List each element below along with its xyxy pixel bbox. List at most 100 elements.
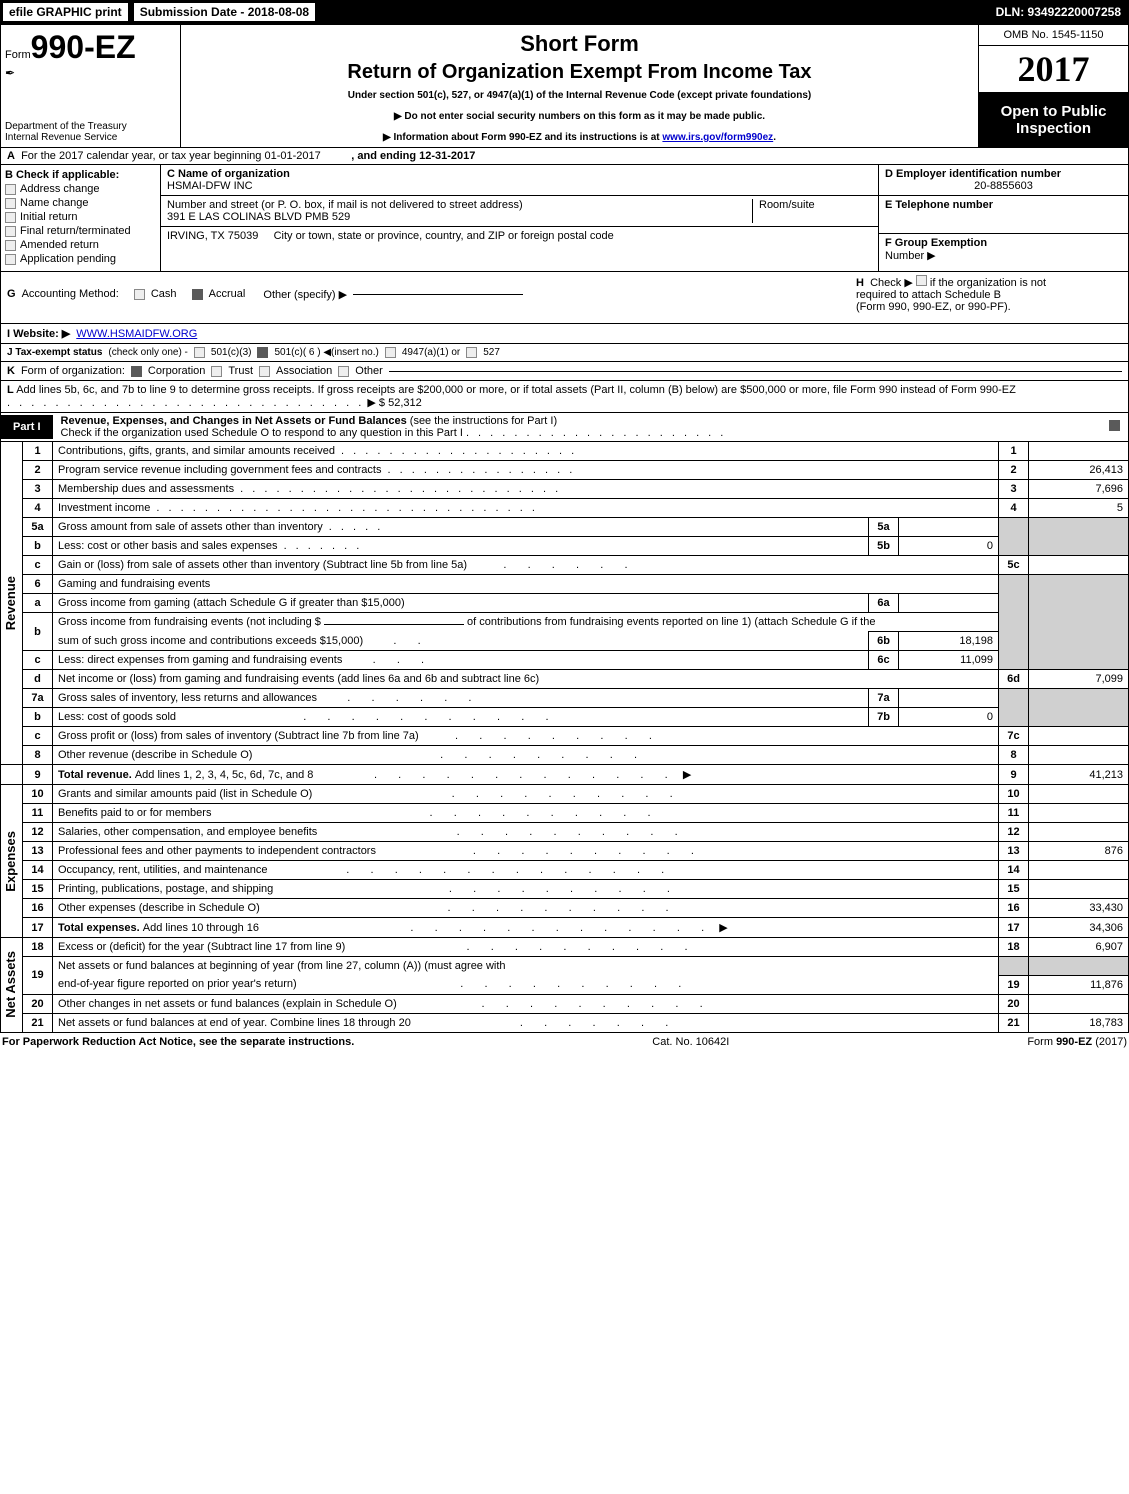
line7c-rn: 7c xyxy=(999,727,1029,746)
line1-text: Contributions, gifts, grants, and simila… xyxy=(58,445,335,457)
line5c-rn: 5c xyxy=(999,556,1029,575)
line15-val xyxy=(1029,880,1129,899)
row-k: K Form of organization: Corporation Trus… xyxy=(0,362,1129,381)
lbl-amended-return: Amended return xyxy=(20,239,99,251)
lbl-527: 527 xyxy=(483,347,500,358)
header-right: OMB No. 1545-1150 2017 Open to Public In… xyxy=(978,25,1128,147)
submission-date: Submission Date - 2018-08-08 xyxy=(133,2,316,22)
line18-text: Excess or (deficit) for the year (Subtra… xyxy=(58,941,345,953)
label-k: K xyxy=(7,365,15,377)
line6b-blank[interactable] xyxy=(324,624,464,625)
line5a-num: 5a xyxy=(23,518,53,537)
line6-num: 6 xyxy=(23,575,53,594)
column-b: B Check if applicable: Address change Na… xyxy=(1,165,161,271)
row-l-text: Add lines 5b, 6c, and 7b to line 9 to de… xyxy=(16,384,1016,396)
form-of-org-label: Form of organization: xyxy=(21,365,125,377)
line15-num: 15 xyxy=(23,880,53,899)
line8-text: Other revenue (describe in Schedule O) xyxy=(58,749,252,761)
other-specify-input[interactable] xyxy=(353,294,523,295)
line16-text: Other expenses (describe in Schedule O) xyxy=(58,902,260,914)
line6d-rn: 6d xyxy=(999,670,1029,689)
line6a-iv xyxy=(899,594,999,613)
top-bar: efile GRAPHIC print Submission Date - 20… xyxy=(0,0,1129,24)
dept-line2: Internal Revenue Service xyxy=(5,132,176,143)
h-text1: Check ▶ xyxy=(870,277,913,289)
line11-text: Benefits paid to or for members xyxy=(58,807,211,819)
line14-num: 14 xyxy=(23,861,53,880)
line20-text: Other changes in net assets or fund bala… xyxy=(58,998,397,1010)
line1-num: 1 xyxy=(23,442,53,461)
line4-num: 4 xyxy=(23,499,53,518)
line7b-num: b xyxy=(23,708,53,727)
line7c-val xyxy=(1029,727,1129,746)
header-mid: Short Form Return of Organization Exempt… xyxy=(181,25,978,147)
row-l-amount: ▶ $ 52,312 xyxy=(367,397,421,409)
line19-rn: 19 xyxy=(999,975,1029,994)
line6a-text: Gross income from gaming (attach Schedul… xyxy=(58,597,405,609)
h-text2: if the organization is not xyxy=(930,277,1046,289)
lbl-4947: 4947(a)(1) or xyxy=(402,347,460,358)
checkbox-address-change[interactable] xyxy=(5,184,16,195)
line8-val xyxy=(1029,746,1129,765)
label-f2: Number ▶ xyxy=(885,250,936,262)
line7a-iv xyxy=(899,689,999,708)
label-l: L xyxy=(7,384,14,396)
label-b: B xyxy=(5,169,13,181)
dept-line1: Department of the Treasury xyxy=(5,121,176,132)
line6a-in: 6a xyxy=(869,594,899,613)
checkbox-initial-return[interactable] xyxy=(5,212,16,223)
irs-link[interactable]: www.irs.gov/form990ez xyxy=(662,132,773,143)
line19-text: Net assets or fund balances at beginning… xyxy=(58,960,506,972)
checkbox-amended-return[interactable] xyxy=(5,240,16,251)
line5b-text: Less: cost or other basis and sales expe… xyxy=(58,540,278,552)
line5a-in: 5a xyxy=(869,518,899,537)
line7b-text: Less: cost of goods sold xyxy=(58,711,176,723)
checkbox-501c3[interactable] xyxy=(194,347,205,358)
label-c: C Name of organization xyxy=(167,168,290,180)
checkbox-name-change[interactable] xyxy=(5,198,16,209)
page-footer: For Paperwork Reduction Act Notice, see … xyxy=(0,1033,1129,1051)
line17-text: Total expenses. xyxy=(58,922,143,934)
line17-val: 34,306 xyxy=(1029,918,1129,938)
line7c-text: Gross profit or (loss) from sales of inv… xyxy=(58,730,419,742)
part1-title-sub: (see the instructions for Part I) xyxy=(410,415,557,427)
checkbox-accrual[interactable] xyxy=(192,289,203,300)
checkbox-schedule-o[interactable] xyxy=(1109,420,1120,431)
line7c-num: c xyxy=(23,727,53,746)
line13-num: 13 xyxy=(23,842,53,861)
line1-val xyxy=(1029,442,1129,461)
line8-num: 8 xyxy=(23,746,53,765)
checkbox-schedule-b[interactable] xyxy=(916,275,927,286)
org-name: HSMAI-DFW INC xyxy=(167,180,872,192)
subtitle-2b: ▶ Information about Form 990-EZ and its … xyxy=(383,132,662,143)
website-link[interactable]: WWW.HSMAIDFW.ORG xyxy=(76,328,197,340)
label-d: D Employer identification number xyxy=(885,168,1061,180)
line6b-text1: Gross income from fundraising events (no… xyxy=(58,616,324,628)
line6c-in: 6c xyxy=(869,651,899,670)
line14-text: Occupancy, rent, utilities, and maintena… xyxy=(58,864,268,876)
open-line1: Open to Public xyxy=(983,103,1124,120)
checkbox-trust[interactable] xyxy=(211,366,222,377)
line6c-text: Less: direct expenses from gaming and fu… xyxy=(58,654,342,666)
checkbox-cash[interactable] xyxy=(134,289,145,300)
checkbox-corporation[interactable] xyxy=(131,366,142,377)
checkbox-application-pending[interactable] xyxy=(5,254,16,265)
line7b-iv: 0 xyxy=(899,708,999,727)
checkbox-final-return[interactable] xyxy=(5,226,16,237)
line10-val xyxy=(1029,785,1129,804)
addr-value: 391 E LAS COLINAS BLVD PMB 529 xyxy=(167,211,752,223)
line10-text: Grants and similar amounts paid (list in… xyxy=(58,788,312,800)
lbl-association: Association xyxy=(276,365,332,377)
line3-text: Membership dues and assessments xyxy=(58,483,234,495)
other-org-input[interactable] xyxy=(389,371,1122,372)
line21-num: 21 xyxy=(23,1013,53,1032)
dln-label: DLN: 93492220007258 xyxy=(996,5,1127,19)
checkbox-association[interactable] xyxy=(259,366,270,377)
open-line2: Inspection xyxy=(983,120,1124,137)
line4-rn: 4 xyxy=(999,499,1029,518)
checkbox-other-org[interactable] xyxy=(338,366,349,377)
checkbox-527[interactable] xyxy=(466,347,477,358)
checkbox-501c[interactable] xyxy=(257,347,268,358)
checkbox-4947[interactable] xyxy=(385,347,396,358)
form-header: Form990-EZ ✒ Department of the Treasury … xyxy=(0,24,1129,148)
